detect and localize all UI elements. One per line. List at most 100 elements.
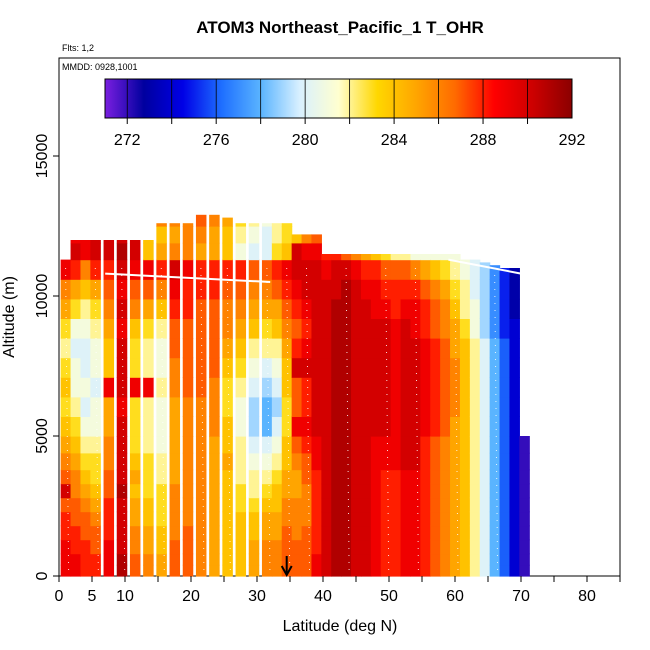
heatmap-cell — [169, 469, 181, 485]
heatmap-cell — [169, 223, 181, 227]
heatmap-cell — [459, 357, 471, 378]
heatmap-cell — [469, 416, 481, 437]
heatmap-cell — [390, 525, 402, 541]
heatmap-cell — [519, 511, 530, 527]
heatmap-cell — [459, 318, 471, 339]
heatmap-cell — [420, 259, 431, 280]
heatmap-cell — [509, 338, 520, 359]
heatmap-cell — [248, 279, 260, 300]
heatmap-cell — [450, 525, 461, 541]
heatmap-cell — [90, 497, 101, 513]
heatmap-cell — [351, 338, 362, 359]
flight-track-line — [385, 267, 390, 571]
heatmap-cell — [479, 483, 491, 499]
heatmap-cell — [182, 525, 194, 541]
heatmap-cell — [450, 254, 461, 261]
heatmap-cell — [410, 539, 421, 555]
heatmap-cell — [156, 539, 167, 555]
heatmap-cell — [351, 259, 362, 280]
heatmap-cell — [321, 483, 332, 499]
heatmap-cell — [331, 416, 342, 437]
heatmap-cell — [499, 357, 511, 378]
heatmap-cell — [129, 469, 141, 485]
heatmap-cell — [291, 511, 303, 527]
heatmap-cell — [248, 511, 260, 527]
heatmap-cell — [103, 259, 115, 280]
heatmap-cell — [103, 564, 115, 577]
heatmap-cell — [281, 318, 293, 339]
heatmap-cell — [301, 357, 313, 378]
heatmap-cell — [459, 338, 471, 359]
heatmap-cell — [311, 416, 322, 437]
heatmap-cell — [70, 357, 82, 378]
heatmap-cell — [380, 539, 392, 555]
heatmap-cell — [103, 338, 115, 359]
heatmap-cell — [400, 539, 412, 555]
heatmap-cell — [440, 298, 451, 319]
heatmap-cell — [156, 259, 167, 280]
heatmap-cell — [235, 377, 247, 398]
heatmap-cell — [80, 564, 91, 577]
y-axis-label: Altitude (m) — [1, 276, 18, 358]
heatmap-cell — [509, 318, 520, 339]
heatmap-cell — [420, 497, 431, 513]
heatmap-cell — [400, 436, 412, 454]
heatmap-cell — [440, 553, 451, 566]
heatmap-cell — [70, 553, 82, 566]
heatmap-cell — [440, 436, 451, 454]
heatmap-cell — [60, 298, 72, 319]
heatmap-cell — [143, 259, 154, 280]
heatmap-cell — [479, 497, 491, 513]
flights-annotation: Flts: 1,2 — [62, 43, 94, 53]
heatmap-cell — [248, 525, 260, 541]
heatmap-cell — [103, 525, 115, 541]
heatmap-cell — [70, 377, 82, 398]
heatmap-cell — [143, 497, 154, 513]
heatmap-cell — [469, 483, 481, 499]
heatmap-cell — [390, 436, 402, 454]
heatmap-cell — [380, 483, 392, 499]
heatmap-cell — [235, 553, 247, 566]
heatmap-cell — [261, 357, 273, 378]
heatmap-cell — [469, 564, 481, 577]
heatmap-cell — [311, 318, 322, 339]
heatmap-cell — [479, 338, 491, 359]
heatmap-cell — [450, 318, 461, 339]
heatmap-cell — [248, 223, 260, 227]
heatmap-cell — [420, 377, 431, 398]
heatmap-cell — [380, 416, 392, 437]
heatmap-cell — [70, 242, 82, 261]
heatmap-cell — [430, 318, 441, 339]
heatmap-cell — [156, 553, 167, 566]
heatmap-cell — [248, 357, 260, 378]
colorbar-ticks: 272 276 280 284 288 292 — [114, 79, 585, 149]
heatmap-cell — [209, 279, 220, 300]
heatmap-cell — [222, 525, 233, 541]
heatmap-cell — [479, 416, 491, 437]
heatmap-cell — [479, 436, 491, 454]
heatmap-cell — [380, 511, 392, 527]
heatmap-cell — [261, 483, 273, 499]
heatmap-cell — [469, 259, 481, 280]
heatmap-cell — [341, 357, 352, 378]
heatmap-cell — [261, 259, 273, 280]
heatmap-cell — [116, 338, 128, 359]
heatmap-cell — [469, 525, 481, 541]
heatmap-cell — [370, 298, 382, 319]
heatmap-cell — [60, 396, 72, 417]
heatmap-cell — [321, 525, 332, 541]
heatmap-cell — [169, 564, 181, 577]
heatmap-cell — [291, 452, 303, 471]
heatmap-cell — [182, 497, 194, 513]
heatmap-cell — [235, 226, 247, 244]
heatmap-cell — [519, 483, 530, 499]
heatmap-cell — [182, 318, 194, 339]
heatmap-cell — [380, 254, 392, 261]
heatmap-cell — [80, 469, 91, 485]
heatmap-cell — [499, 396, 511, 417]
heatmap-cell — [440, 564, 451, 577]
heatmap-cell — [90, 539, 101, 555]
heatmap-cell — [291, 436, 303, 454]
heatmap-cell — [248, 318, 260, 339]
heatmap-cell — [90, 318, 101, 339]
